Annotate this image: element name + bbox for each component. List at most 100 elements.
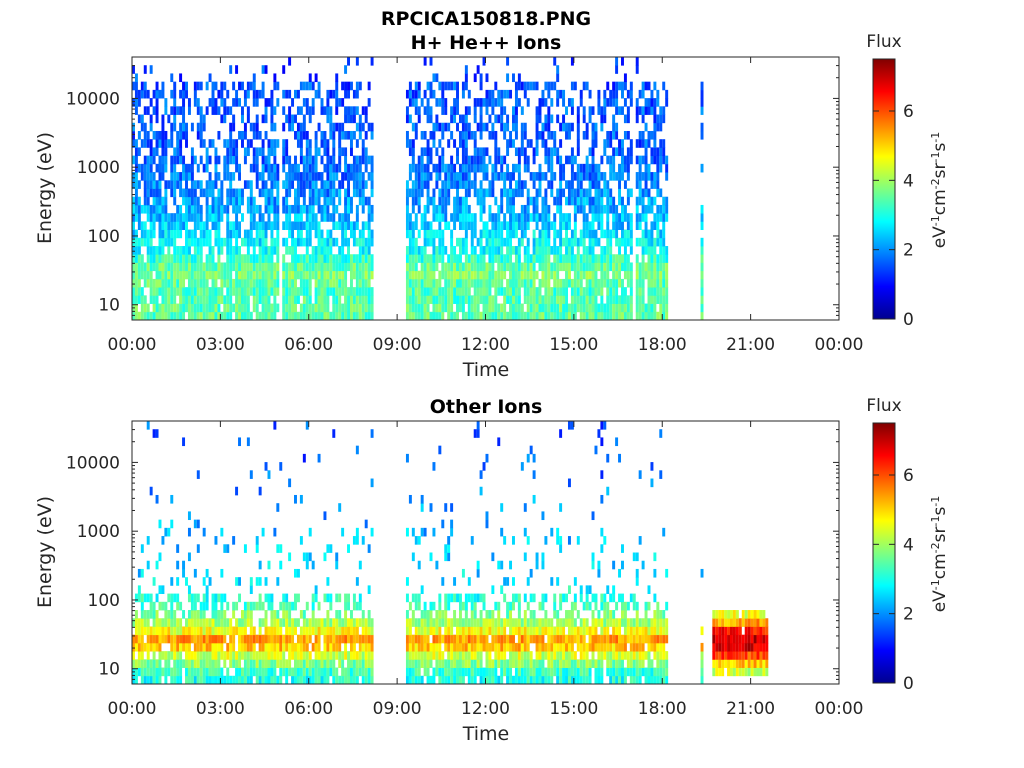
heatmap-cell	[134, 180, 138, 189]
heatmap-cell	[335, 287, 339, 296]
heatmap-cell	[370, 311, 374, 320]
heatmap-cell	[320, 659, 324, 668]
heatmap-cell	[576, 254, 580, 263]
heatmap-cell	[547, 254, 551, 263]
heatmap-cell	[299, 536, 303, 545]
heatmap-cell	[485, 278, 489, 288]
heatmap-cell	[267, 634, 271, 644]
heatmap-cell	[208, 139, 212, 148]
heatmap-cell	[626, 254, 630, 263]
heatmap-cell	[482, 155, 486, 165]
heatmap-cell	[182, 295, 186, 304]
heatmap-cell	[565, 254, 568, 263]
heatmap-cell	[285, 155, 289, 165]
heatmap-cell	[635, 172, 639, 181]
heatmap-cell	[361, 204, 365, 214]
heatmap-cell	[323, 130, 327, 140]
heatmap-cell	[296, 204, 300, 214]
heatmap-cell	[497, 618, 501, 627]
heatmap-cell	[226, 642, 230, 652]
heatmap-cell	[473, 295, 477, 304]
heatmap-cell	[299, 213, 303, 222]
heatmap-cell	[214, 155, 218, 165]
heatmap-cell	[361, 287, 365, 296]
heatmap-cell	[435, 295, 439, 304]
heatmap-cell	[523, 675, 527, 684]
heatmap-cell	[405, 642, 409, 652]
heatmap-cell	[603, 172, 607, 181]
heatmap-cell	[134, 610, 138, 619]
heatmap-cell	[143, 81, 147, 91]
heatmap-cell	[308, 163, 312, 173]
heatmap-cell	[223, 114, 227, 124]
heatmap-cell	[494, 659, 498, 668]
heatmap-cell	[208, 262, 212, 272]
heatmap-cell	[588, 221, 592, 230]
heatmap-cell	[355, 155, 359, 165]
heatmap-cell	[411, 303, 415, 313]
heatmap-cell	[650, 180, 654, 189]
heatmap-cell	[196, 213, 200, 222]
heatmap-cell	[408, 163, 412, 173]
heatmap-cell	[562, 287, 566, 296]
heatmap-cell	[361, 295, 365, 304]
heatmap-cell	[282, 262, 286, 272]
heatmap-cell	[232, 601, 236, 611]
heatmap-cell	[335, 122, 339, 132]
heatmap-cell	[361, 667, 365, 677]
heatmap-cell	[226, 221, 230, 230]
heatmap-cell	[582, 114, 586, 124]
heatmap-cell	[338, 642, 342, 652]
heatmap-cell	[226, 172, 230, 181]
heatmap-cell	[447, 122, 451, 132]
heatmap-cell	[344, 618, 348, 627]
heatmap-cell	[461, 180, 465, 189]
heatmap-cell	[447, 642, 451, 652]
heatmap-cell	[143, 188, 147, 198]
heatmap-cell	[473, 180, 477, 189]
heatmap-cell	[623, 98, 627, 107]
heatmap-cell	[447, 180, 451, 189]
heatmap-cell	[653, 114, 657, 124]
heatmap-cell	[417, 634, 421, 644]
heatmap-cell	[299, 667, 303, 677]
heatmap-cell	[314, 147, 318, 157]
heatmap-cell	[344, 196, 348, 206]
heatmap-cell	[659, 278, 663, 288]
heatmap-cell	[411, 610, 415, 619]
heatmap-cell	[456, 213, 459, 222]
heatmap-cell	[467, 188, 471, 198]
heatmap-cell	[453, 270, 457, 280]
heatmap-cell	[137, 585, 141, 594]
heatmap-cell	[494, 634, 498, 644]
heatmap-cell	[582, 287, 586, 296]
heatmap-cell	[252, 163, 256, 173]
heatmap-cell	[349, 675, 353, 684]
heatmap-cell	[323, 204, 327, 214]
heatmap-cell	[349, 163, 353, 173]
heatmap-cell	[458, 114, 462, 124]
heatmap-cell	[529, 659, 533, 668]
heatmap-cell	[140, 81, 144, 91]
heatmap-cell	[202, 626, 206, 636]
heatmap-cell	[441, 675, 445, 684]
heatmap-cell	[618, 246, 622, 255]
heatmap-cell	[562, 303, 566, 313]
heatmap-cell	[529, 213, 533, 222]
heatmap-cell	[335, 303, 339, 313]
heatmap-cell	[647, 196, 651, 206]
heatmap-cell	[155, 254, 159, 263]
heatmap-cell	[641, 295, 645, 304]
heatmap-cell	[208, 634, 212, 644]
heatmap-cell	[417, 81, 421, 91]
heatmap-cell	[450, 262, 454, 272]
heatmap-cell	[488, 262, 492, 272]
heatmap-cell	[214, 262, 218, 272]
heatmap-cell	[273, 155, 277, 165]
heatmap-cell	[612, 114, 616, 124]
heatmap-cell	[635, 295, 639, 304]
heatmap-cell	[187, 626, 191, 636]
heatmap-cell	[211, 601, 215, 611]
heatmap-cell	[238, 130, 241, 140]
heatmap-cell	[606, 246, 610, 255]
